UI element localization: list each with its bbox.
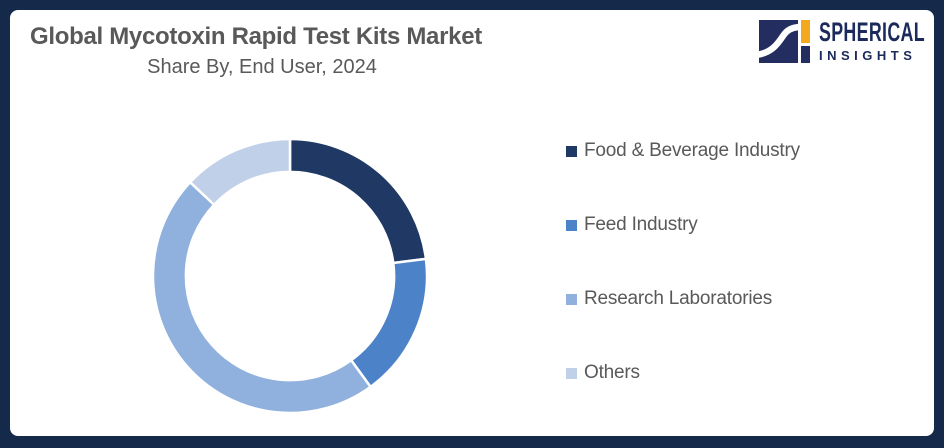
title-block: Global Mycotoxin Rapid Test Kits Market … <box>30 22 494 80</box>
logo-name: SPHERICAL <box>819 17 925 47</box>
chart-subtitle: Share By, End User, 2024 <box>147 56 377 78</box>
legend-item-feed-industry: Feed Industry <box>566 214 800 236</box>
legend-marker-icon <box>566 293 577 305</box>
logo-tagline: INSIGHTS <box>819 48 917 63</box>
legend-marker-icon <box>566 219 577 231</box>
chart-legend: Food & Beverage Industry Feed Industry R… <box>566 140 800 384</box>
legend-marker-icon <box>566 367 577 379</box>
donut-segment-0 <box>288 138 428 265</box>
legend-label: Food & Beverage Industry <box>584 140 800 161</box>
legend-label: Research Laboratories <box>584 288 773 309</box>
legend-item-others: Others <box>566 362 800 384</box>
donut-segment-2 <box>152 180 372 414</box>
legend-label: Others <box>584 362 640 383</box>
chart-title: Global Mycotoxin Rapid Test Kits Market <box>30 23 482 50</box>
legend-marker-icon <box>566 145 577 157</box>
spherical-insights-logo: SPHERICAL INSIGHTS <box>759 19 944 65</box>
donut-chart <box>152 138 428 414</box>
legend-label: Feed Industry <box>584 214 698 235</box>
legend-item-research-laboratories: Research Laboratories <box>566 288 800 310</box>
donut-segment-1 <box>349 257 428 389</box>
donut-segment-3 <box>188 138 292 206</box>
spherical-insights-logo-icon <box>759 20 810 63</box>
logo-text: SPHERICAL INSIGHTS <box>819 17 944 64</box>
legend-item-food-beverage-industry: Food & Beverage Industry <box>566 140 800 162</box>
